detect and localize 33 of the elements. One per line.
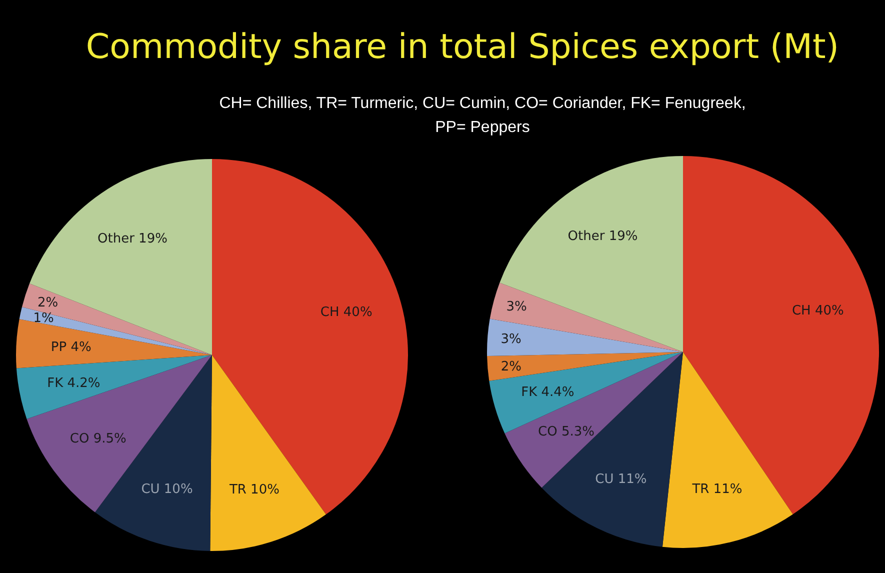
pie-slice <box>500 156 683 352</box>
pie-slice <box>212 159 408 514</box>
slice-label: PP 4% <box>50 340 92 355</box>
pie-slice <box>16 355 212 419</box>
slice-label: FK 4.4% <box>521 385 574 400</box>
pie-slice <box>487 352 683 381</box>
slice-label: CO 9.5% <box>70 431 126 446</box>
pie-slice <box>662 352 793 548</box>
pie-slice <box>487 318 683 356</box>
data-label: 3% <box>500 332 522 348</box>
data-label: 2% <box>37 295 58 310</box>
slice-label: TR 10% <box>228 482 280 498</box>
slice-label: Other 19% <box>568 228 638 244</box>
pie-slice <box>30 159 212 355</box>
data-label: 1% <box>33 311 54 326</box>
slice-label: CU 10% <box>141 482 193 497</box>
slice-label: Other 19% <box>97 231 168 246</box>
data-label: 3% <box>506 300 527 315</box>
pie-slice <box>22 284 212 355</box>
text: CH= Chillies, TR= Turmeric, CU= Cumin, CO= Coriander, FK= Fenugreek, PP= Peppers <box>219 95 746 136</box>
pie-slice <box>19 307 212 355</box>
pie-slice <box>210 355 326 551</box>
slice-label: CH 40% <box>792 304 844 319</box>
slice-label: TR 11% <box>691 482 742 497</box>
slice-label: CH 40% <box>320 304 372 320</box>
pie-slice <box>490 282 683 352</box>
data-label: 2% <box>500 360 522 375</box>
slice-label: FK 4.2% <box>47 376 100 392</box>
pie-slice <box>26 355 212 512</box>
chart-title: Commodity share in total Spices export (Mt) <box>86 27 840 67</box>
slice-label: CU 11% <box>595 472 647 487</box>
slice-label: CO 5.3% <box>538 424 595 440</box>
pie-slice <box>683 156 879 514</box>
